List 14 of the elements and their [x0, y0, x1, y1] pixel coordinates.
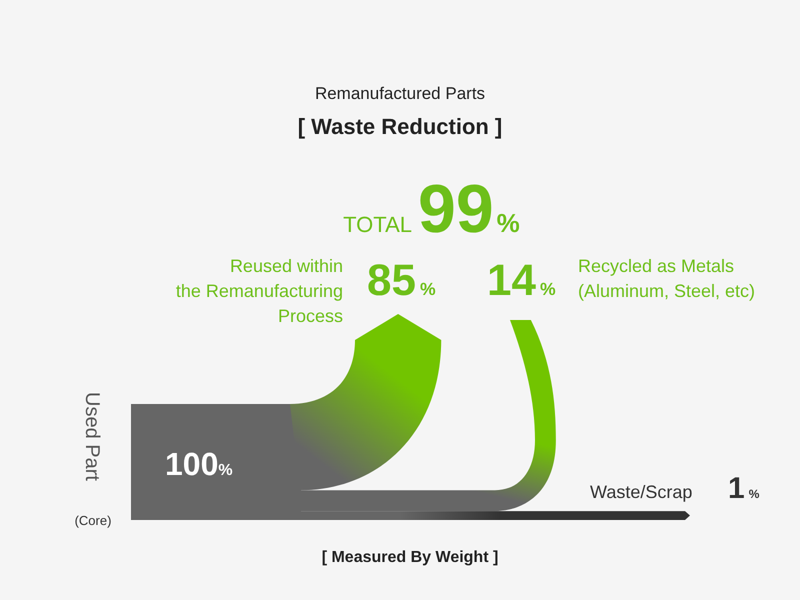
text: Remanufactured Parts	[314, 84, 486, 103]
text: Used Part	[81, 392, 103, 482]
text: [ Waste Reduction ]	[298, 114, 502, 139]
category-label: Waste/Scrap	[590, 482, 692, 502]
data-label: 1%	[728, 472, 760, 505]
category-label: Recycled as Metals (Aluminum, Steel, etc)	[578, 256, 756, 301]
text: TOTAL	[343, 212, 412, 237]
text: 99%	[418, 171, 520, 247]
data-label: 14%	[487, 256, 556, 305]
category-label: Reused within the Remanufacturing Process	[176, 256, 343, 326]
text: [ Measured By Weight ]	[322, 549, 498, 566]
text: 100%	[165, 446, 233, 482]
data-label: 85%	[367, 256, 436, 305]
text: (Core)	[74, 513, 112, 528]
